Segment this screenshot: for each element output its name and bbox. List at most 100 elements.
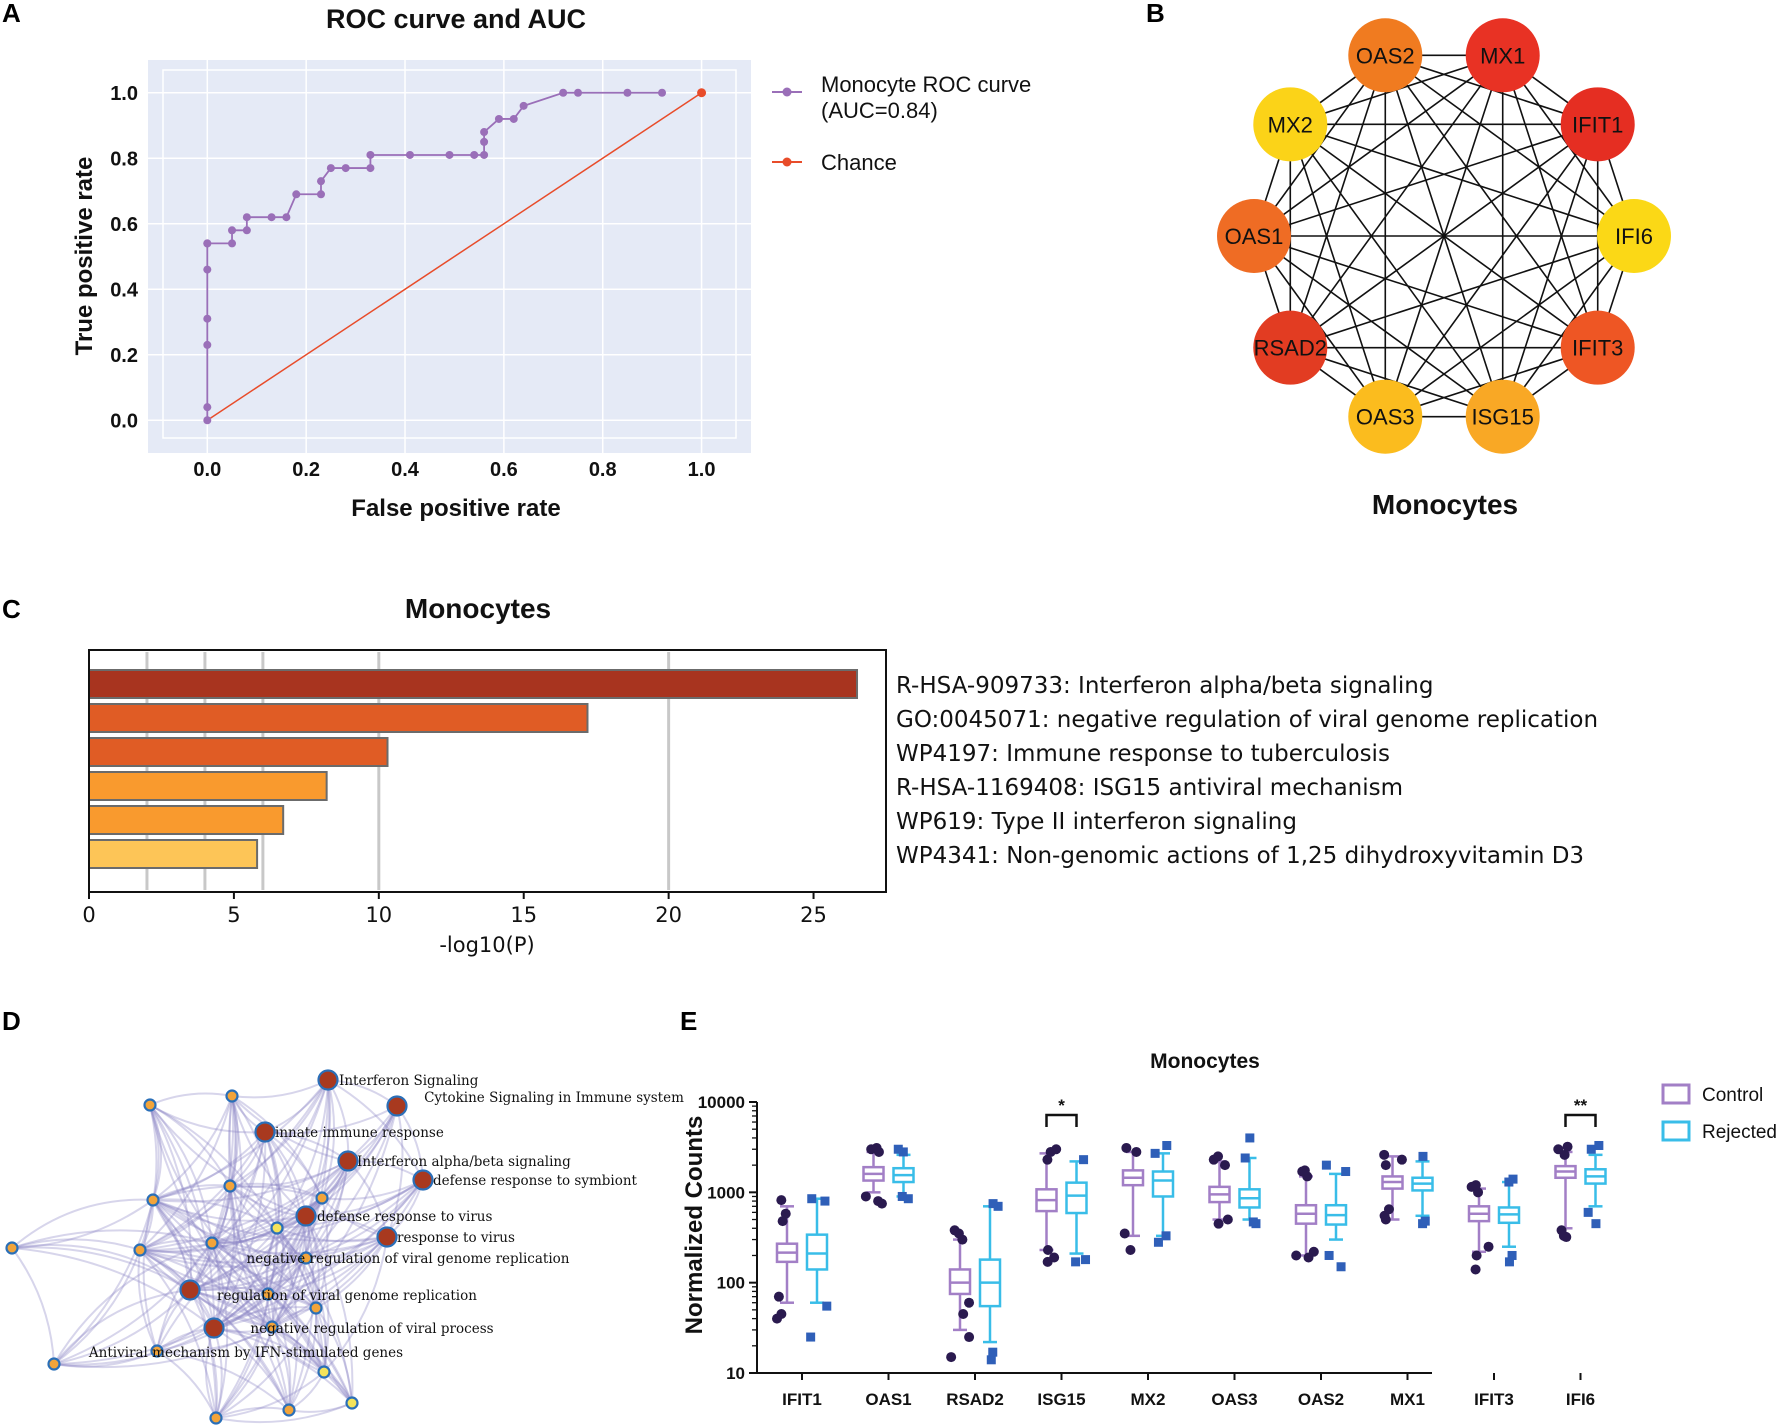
roc-point — [445, 150, 454, 159]
panel-label-c: C — [2, 594, 21, 624]
significance-marker: * — [1058, 1096, 1065, 1115]
enrichment-bar — [88, 839, 259, 869]
term-network-edge — [211, 1079, 329, 1244]
term-network-edge — [211, 1242, 273, 1328]
roc-point — [316, 177, 325, 186]
boxplot-ylabel: Normalized Counts — [681, 1116, 708, 1335]
network-edge — [1290, 123, 1635, 237]
roc-point — [494, 114, 503, 123]
term-network-edge — [149, 1104, 160, 1201]
term-network-edge — [156, 1227, 278, 1352]
roc-ytick: 0.4 — [110, 279, 139, 301]
term-network-edge — [211, 1131, 266, 1244]
network-edge — [1384, 235, 1635, 418]
term-network-edge — [321, 1079, 336, 1199]
control-outlier — [1471, 1250, 1482, 1261]
roc-point — [292, 190, 301, 199]
term-network-edge — [264, 1131, 280, 1295]
panel-label-e: E — [680, 1006, 697, 1036]
term-node — [376, 1226, 398, 1248]
control-outlier — [964, 1332, 975, 1343]
control-outlier — [958, 1308, 969, 1319]
term-network-edge — [215, 1227, 278, 1419]
network-edge — [1501, 55, 1599, 348]
term-network-edge — [305, 1179, 424, 1217]
term-network-edge — [189, 1236, 388, 1292]
term-network-edge — [53, 1249, 141, 1365]
roc-point — [341, 164, 350, 173]
panel-label-d: D — [2, 1006, 21, 1036]
term-network-edge — [276, 1227, 317, 1309]
roc-point — [203, 416, 212, 425]
term-label-reg-viral-genome: regulation of viral genome replication — [217, 1288, 477, 1304]
term-network-edge — [271, 1236, 388, 1328]
term-network-edge — [152, 1199, 218, 1419]
term-network-edge — [139, 1239, 213, 1251]
control-outlier — [1308, 1246, 1319, 1257]
rejected-outlier — [988, 1347, 998, 1357]
enrichment-xtick: 5 — [227, 903, 240, 927]
term-network-edge — [213, 1327, 290, 1411]
term-label-defense-virus: defense response to virus — [317, 1209, 492, 1225]
term-network-edge — [305, 1179, 424, 1259]
term-network-edge — [53, 1242, 213, 1365]
term-node — [254, 1121, 276, 1143]
rejected-outlier — [1161, 1231, 1171, 1241]
term-network-edge — [211, 1242, 307, 1261]
term-network-edge — [156, 1350, 217, 1419]
boxplot-title: Monocytes — [1150, 1050, 1260, 1073]
term-network-edge — [189, 1079, 329, 1291]
term-node — [412, 1169, 434, 1191]
rejected-outlier — [1504, 1257, 1514, 1267]
term-network-edge — [305, 1257, 327, 1373]
box-iqr — [1151, 1170, 1175, 1198]
term-network-edge — [11, 1229, 213, 1249]
term-network-edge — [231, 1095, 323, 1199]
term-node — [317, 1365, 331, 1379]
legend-control-swatch — [1661, 1083, 1691, 1105]
roc-point — [509, 114, 518, 123]
roc-point — [242, 226, 251, 235]
term-network-edge — [142, 1199, 158, 1352]
term-network-edge — [139, 1131, 266, 1251]
roc-ytick: 0.0 — [110, 410, 138, 432]
control-outlier — [1119, 1228, 1130, 1239]
rejected-outlier — [1240, 1153, 1250, 1163]
gene-node-oas1 — [1217, 199, 1291, 273]
gene-node-label: ISG15 — [1472, 405, 1534, 430]
term-node — [146, 1193, 160, 1207]
term-network-edge — [213, 1160, 349, 1329]
term-network-edge — [152, 1199, 307, 1259]
term-network: Interferon Signaling Cytokine Signaling … — [5, 1069, 684, 1425]
gene-node-mx1 — [1465, 18, 1540, 93]
rejected-outlier — [1418, 1151, 1428, 1161]
rejected-outlier — [1341, 1167, 1351, 1177]
gene-node-mx2 — [1253, 87, 1328, 162]
term-node — [270, 1221, 284, 1235]
enrichment-bar — [88, 703, 589, 733]
term-network-edge — [321, 1179, 424, 1201]
term-network-edge — [215, 1371, 325, 1419]
term-network-edge — [288, 1307, 318, 1411]
term-network-edge — [139, 1079, 329, 1251]
term-network-edge — [152, 1199, 388, 1242]
term-network-edge — [267, 1079, 330, 1295]
term-network-edge — [149, 1104, 162, 1201]
term-network-edge — [11, 1198, 154, 1249]
gene-node-ifit3 — [1560, 310, 1635, 385]
term-network-edge — [231, 1095, 349, 1162]
term-network-edge — [189, 1215, 307, 1291]
term-network-edge — [213, 1095, 243, 1329]
term-network-edge — [267, 1236, 388, 1295]
term-network-edge — [139, 1104, 158, 1251]
term-network-edge — [386, 1105, 404, 1238]
control-outlier — [1051, 1144, 1062, 1155]
term-network-edge — [53, 1289, 191, 1365]
roc-point — [480, 150, 489, 159]
panel-label-a: A — [2, 0, 21, 28]
term-label-innate-immune: innate immune response — [275, 1125, 444, 1141]
term-network-edge — [213, 1227, 278, 1329]
term-node — [47, 1357, 61, 1371]
term-network-edge — [53, 1327, 215, 1366]
control-outlier — [1219, 1160, 1230, 1171]
